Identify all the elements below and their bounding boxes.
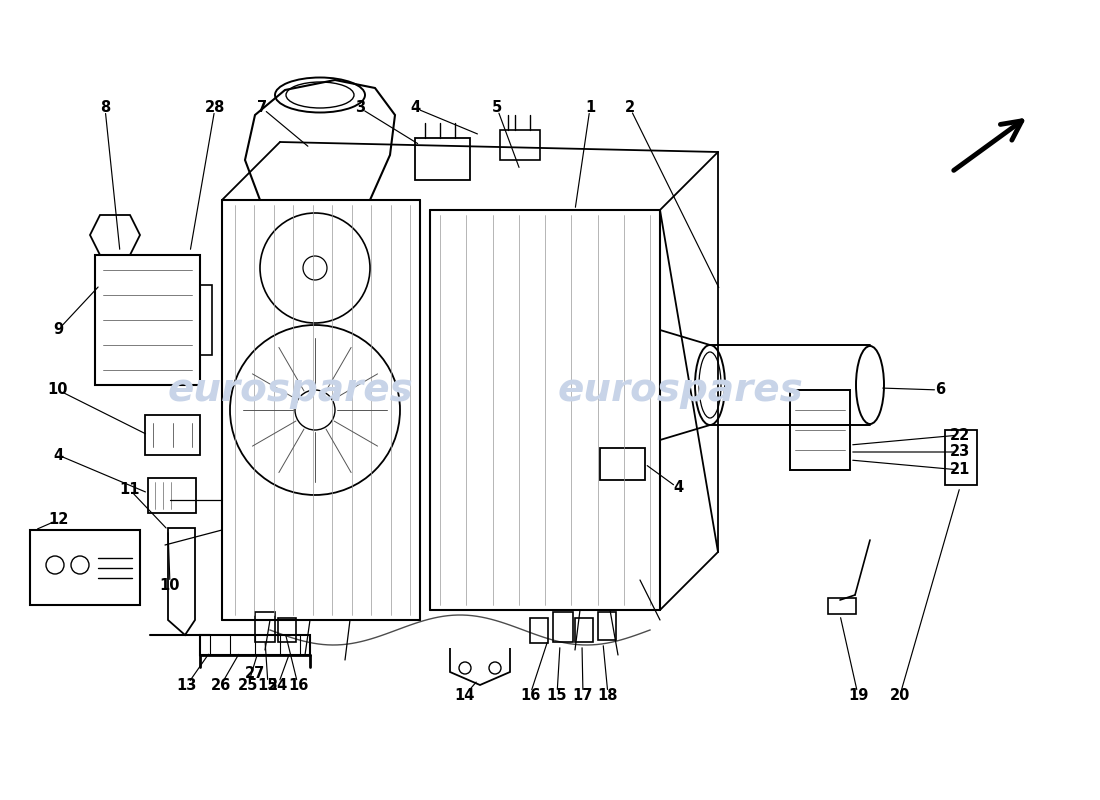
Bar [598, 612, 616, 640]
Text: 10: 10 [160, 578, 180, 593]
Text: 4: 4 [53, 447, 63, 462]
Text: 4: 4 [673, 481, 683, 495]
Text: eurospares: eurospares [557, 371, 803, 409]
Text: 25: 25 [238, 678, 258, 693]
Bar [145, 415, 200, 455]
Bar [790, 390, 850, 470]
Bar [945, 430, 977, 485]
Bar [148, 478, 196, 513]
Text: 26: 26 [211, 678, 231, 693]
Text: 23: 23 [950, 445, 970, 459]
Text: 5: 5 [492, 101, 502, 115]
Text: 12: 12 [47, 513, 68, 527]
Text: 20: 20 [890, 687, 910, 702]
Bar [415, 138, 470, 180]
Text: 16: 16 [520, 687, 540, 702]
Text: 9: 9 [53, 322, 63, 338]
Text: 22: 22 [950, 427, 970, 442]
Bar [553, 612, 573, 642]
Text: 2: 2 [625, 101, 635, 115]
Text: 1: 1 [585, 101, 595, 115]
Text: 8: 8 [100, 101, 110, 115]
Text: 28: 28 [205, 101, 225, 115]
Text: 6: 6 [935, 382, 945, 398]
Text: 4: 4 [410, 101, 420, 115]
Text: 21: 21 [949, 462, 970, 478]
Bar [500, 130, 540, 160]
Bar [30, 530, 140, 605]
Text: 13: 13 [177, 678, 197, 693]
Text: 19: 19 [848, 687, 868, 702]
Text: 16: 16 [288, 678, 308, 693]
Bar [530, 618, 548, 643]
Text: 7: 7 [257, 101, 267, 115]
Text: 10: 10 [47, 382, 68, 398]
Bar [200, 285, 212, 355]
Text: 11: 11 [120, 482, 141, 498]
Bar [200, 635, 310, 655]
Bar [278, 618, 296, 642]
Text: 17: 17 [573, 687, 593, 702]
Text: 15: 15 [257, 678, 278, 693]
Bar [95, 255, 200, 385]
Bar [575, 618, 593, 642]
Text: 3: 3 [355, 101, 365, 115]
Text: 15: 15 [547, 687, 568, 702]
Bar [255, 612, 275, 642]
Text: 14: 14 [454, 687, 475, 702]
Text: 27: 27 [245, 666, 265, 681]
Bar [600, 448, 645, 480]
Text: eurospares: eurospares [167, 371, 412, 409]
Bar [828, 598, 856, 614]
Text: 24: 24 [268, 678, 288, 693]
Text: 18: 18 [597, 687, 618, 702]
